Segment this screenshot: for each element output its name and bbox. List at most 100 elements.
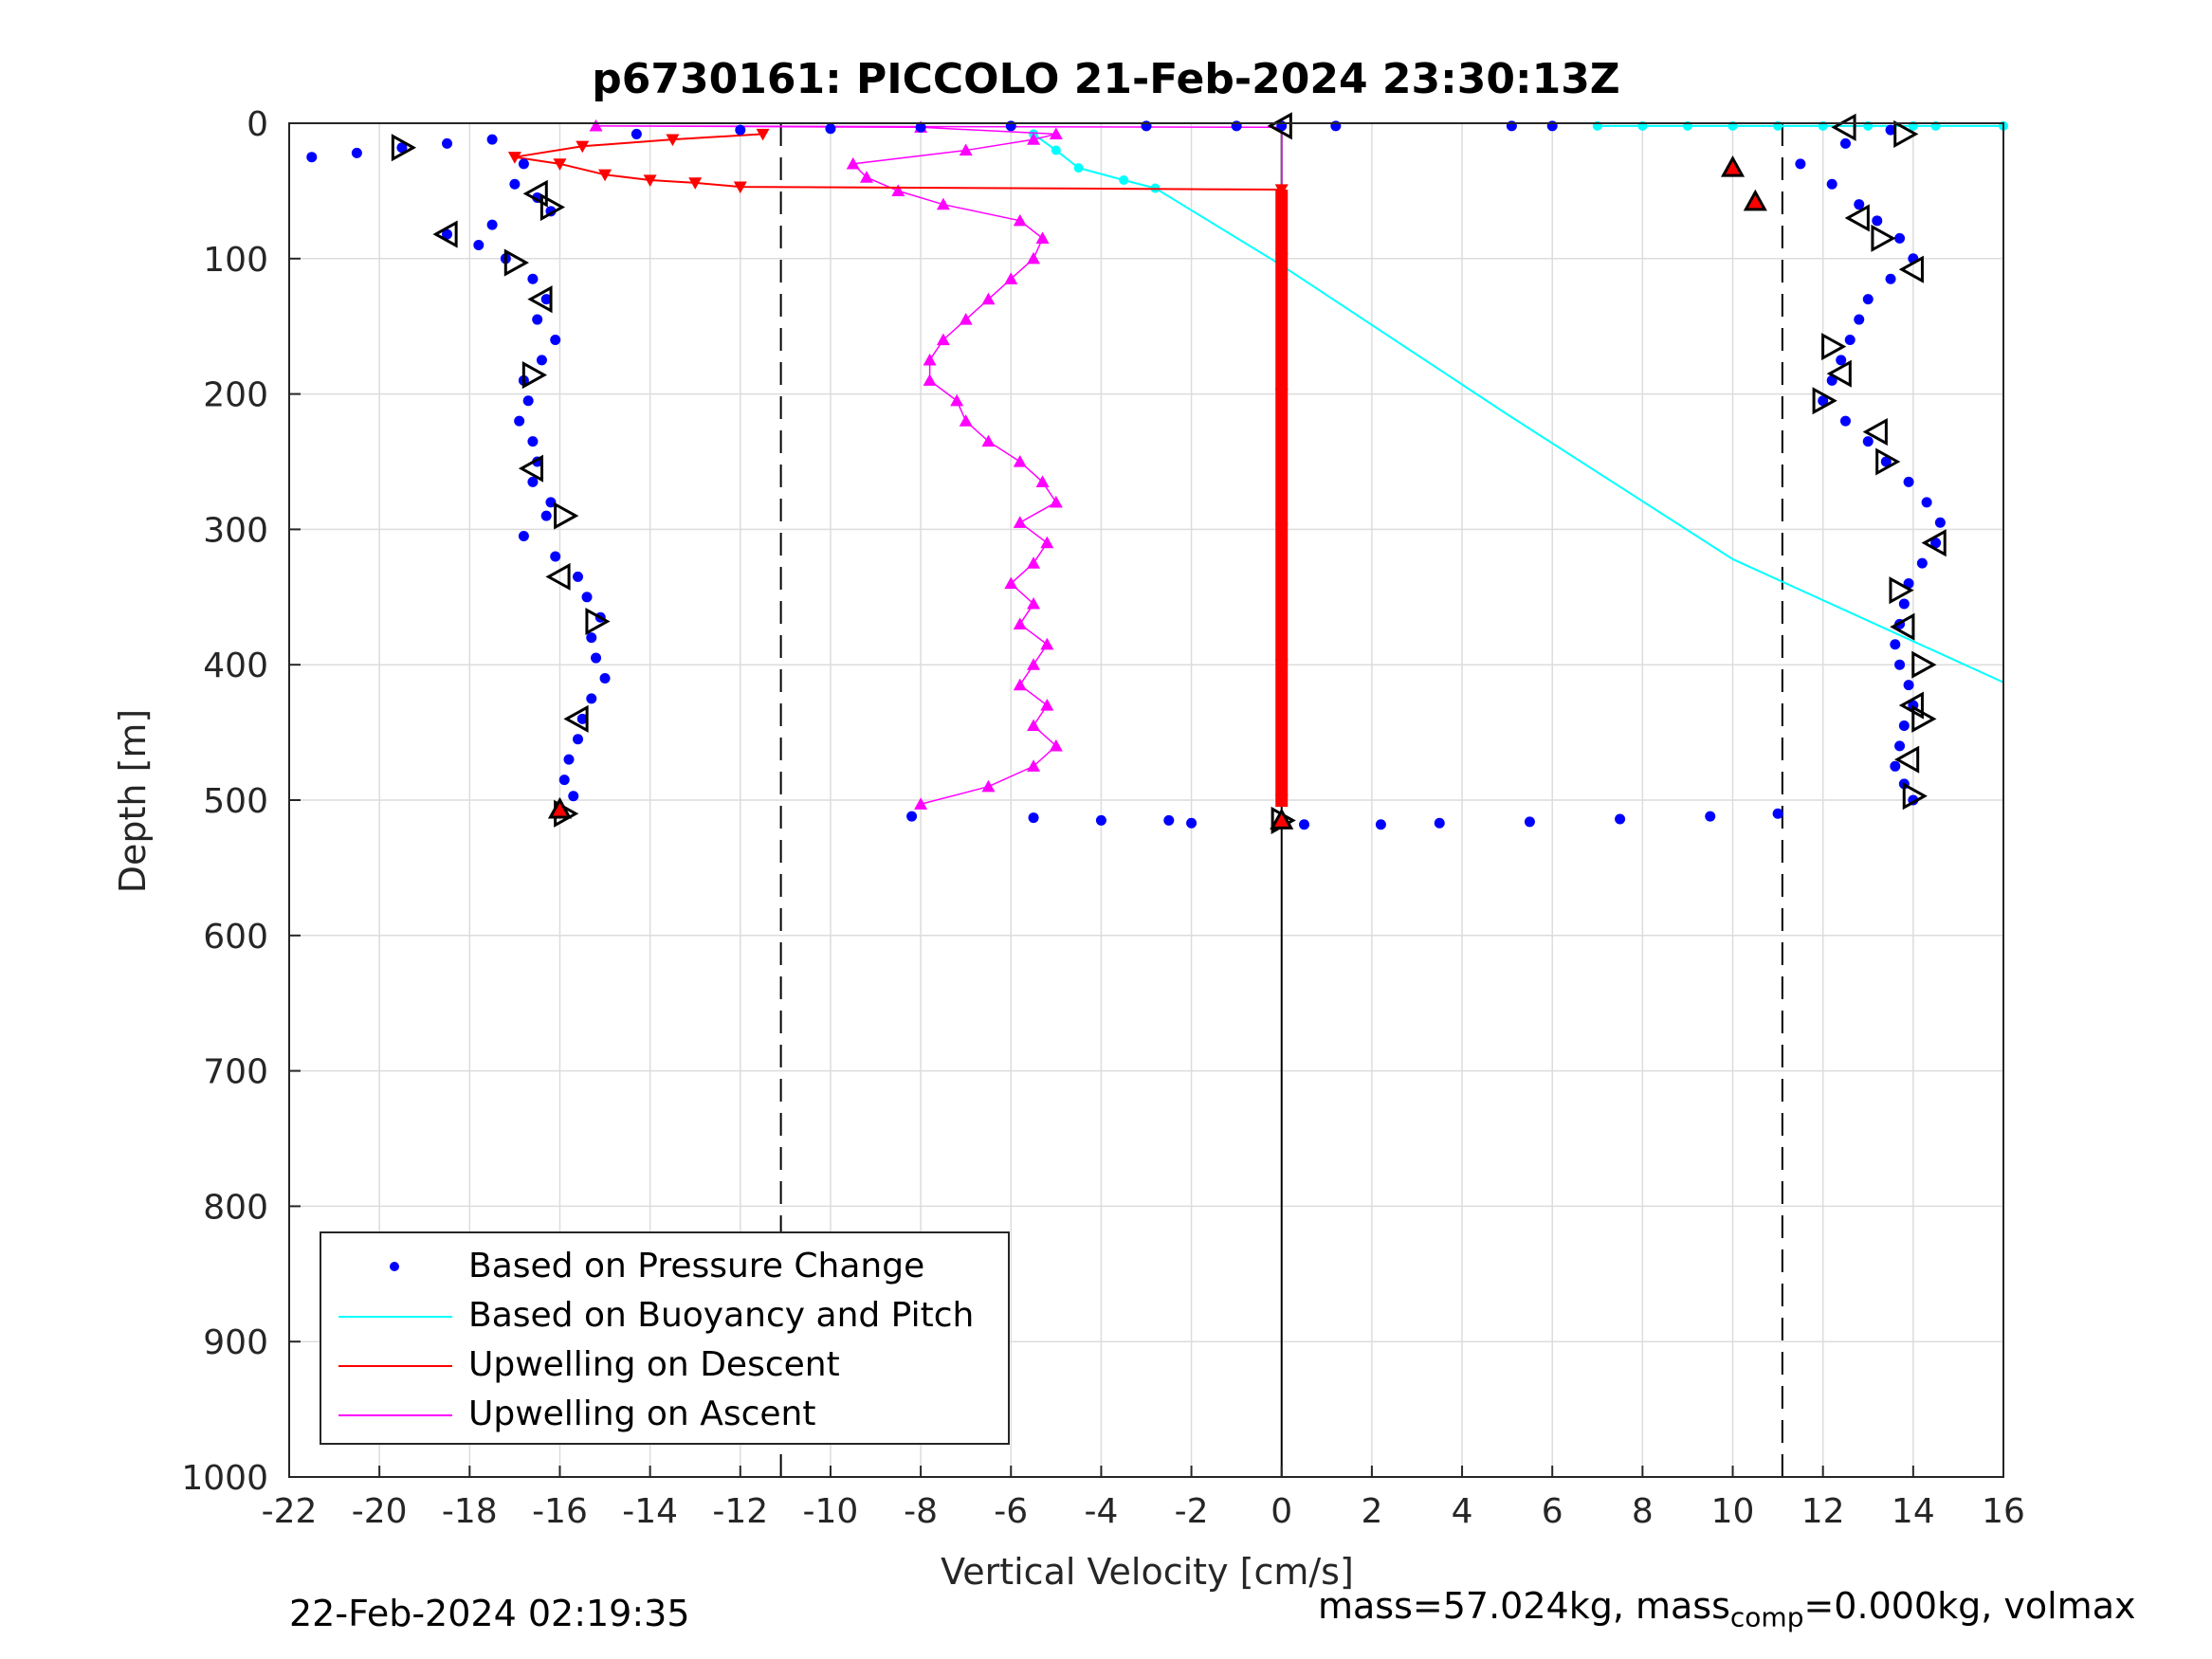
series-pressure-point [1854, 314, 1865, 325]
series-upwelling-ascent-point [1040, 699, 1054, 711]
series-pressure-point [1862, 294, 1874, 305]
series-upwelling-ascent-point [1004, 576, 1018, 590]
x-tick-label: -14 [622, 1492, 678, 1531]
series-upwelling-ascent-point [914, 797, 928, 810]
open-triangle-marker [1890, 612, 1915, 641]
open-triangle-marker [1844, 204, 1870, 232]
series-upwelling-descent-point [733, 181, 747, 194]
footer-mass-sub: comp [1729, 1601, 1804, 1633]
y-tick-label: 500 [203, 782, 268, 821]
open-triangle-marker [503, 248, 529, 277]
series-upwelling-descent-point [688, 177, 703, 190]
series-pressure-point [591, 652, 602, 664]
footer-timestamp: 22-Feb-2024 02:19:35 [289, 1593, 690, 1634]
open-triangle-marker [545, 562, 571, 591]
x-tick-label: 12 [1801, 1492, 1845, 1531]
series-pressure-point [1028, 812, 1039, 824]
series-upwelling-ascent-point [1049, 738, 1063, 752]
footer-mass-info: mass=57.024kg, masscomp=0.000kg, volmax [1318, 1585, 2135, 1633]
series-upwelling-descent-point [507, 152, 521, 164]
series-pressure-point [563, 754, 575, 765]
series-pressure-point [1894, 659, 1906, 670]
series-pressure-point [906, 811, 918, 822]
series-pressure-point [573, 571, 584, 582]
x-tick-label: 16 [1982, 1492, 2025, 1531]
series-pressure-point [1872, 215, 1883, 227]
series-pressure-point [396, 142, 408, 154]
series-pressure-point [1705, 811, 1716, 822]
red-triangle-marker [1720, 155, 1746, 177]
y-tick-label: 200 [203, 376, 268, 415]
series-pressure-point [442, 228, 453, 240]
series-upwelling-ascent-point [589, 118, 603, 132]
x-tick-label: 0 [1271, 1492, 1292, 1531]
x-tick-label: -2 [1175, 1492, 1209, 1531]
legend-item-upwelling-ascent: Upwelling on Ascent [321, 1389, 1008, 1438]
series-pressure-point [514, 415, 525, 427]
series-upwelling-ascent-point [1027, 251, 1041, 264]
open-triangle-marker [1831, 113, 1856, 141]
series-pressure-point [599, 672, 611, 684]
series-pressure-point [527, 436, 539, 447]
x-tick-label: 6 [1542, 1492, 1563, 1531]
open-triangle-marker [518, 454, 544, 483]
y-axis-label: Depth [m] [112, 708, 154, 894]
series-pressure-point [1434, 817, 1445, 829]
series-pressure-point [1894, 740, 1906, 752]
legend-item-pressure: Based on Pressure Change [321, 1241, 1008, 1290]
series-pressure-point [915, 121, 926, 133]
legend-item-buoyancy: Based on Buoyancy and Pitch [321, 1290, 1008, 1340]
series-pressure-point [545, 497, 557, 508]
open-triangle-marker [1921, 529, 1947, 557]
open-triangle-marker [1911, 650, 1937, 679]
series-pressure-point [509, 178, 521, 190]
series-upwelling-ascent-point [950, 393, 964, 407]
y-tick-label: 600 [203, 918, 268, 957]
red-triangle-marker [1743, 189, 1767, 211]
series-pressure-point [1095, 814, 1106, 826]
open-triangle-marker [1893, 745, 1920, 774]
series-pressure-point [1854, 199, 1865, 210]
y-tick-label: 0 [247, 105, 268, 144]
series-upwelling-ascent-point [936, 197, 950, 210]
series-pressure-point [586, 632, 597, 644]
series-upwelling-ascent-point [846, 156, 860, 170]
series-buoyancy-point [1073, 163, 1084, 173]
series-upwelling-ascent-point [1035, 231, 1050, 244]
x-tick-label: -18 [442, 1492, 498, 1531]
x-tick-label: 10 [1711, 1492, 1755, 1531]
series-pressure-point [576, 713, 588, 724]
series-upwelling-ascent-point [981, 292, 996, 305]
open-triangle-marker [539, 192, 566, 222]
series-upwelling-ascent-point [1040, 536, 1054, 549]
series-pressure-point [540, 294, 552, 305]
series-upwelling-descent-point [576, 140, 590, 154]
series-pressure-point [540, 510, 552, 521]
series-upwelling-descent-point [553, 158, 567, 171]
y-tick-label: 400 [203, 647, 268, 685]
series-upwelling-ascent-point [959, 313, 973, 325]
series-pressure-point [1890, 760, 1901, 772]
series-pressure-point [1880, 456, 1892, 467]
red-triangle-marker [547, 796, 573, 819]
series-pressure-point [1524, 816, 1535, 828]
series-upwelling-ascent-point [1049, 127, 1063, 140]
open-triangle-marker [1889, 576, 1914, 605]
open-triangle-marker [522, 179, 548, 208]
series-pressure-point [1836, 355, 1847, 366]
series-upwelling-ascent-point [959, 414, 973, 427]
series-pressure-point [1921, 497, 1932, 508]
x-tick-label: 4 [1452, 1492, 1473, 1531]
x-tick-label: -16 [532, 1492, 588, 1531]
open-triangle-marker [563, 704, 589, 733]
x-tick-label: 8 [1632, 1492, 1654, 1531]
series-pressure-point [558, 775, 570, 786]
y-tick-label: 1000 [181, 1459, 268, 1498]
x-tick-label: 14 [1892, 1492, 1935, 1531]
series-upwelling-descent-point [756, 128, 770, 141]
open-triangle-marker [1893, 119, 1919, 148]
series-upwelling-ascent-point [923, 353, 937, 366]
legend-dot-icon [390, 1262, 399, 1271]
series-pressure-point [735, 124, 746, 136]
x-axis-label: Vertical Velocity [cm/s] [941, 1551, 1354, 1593]
